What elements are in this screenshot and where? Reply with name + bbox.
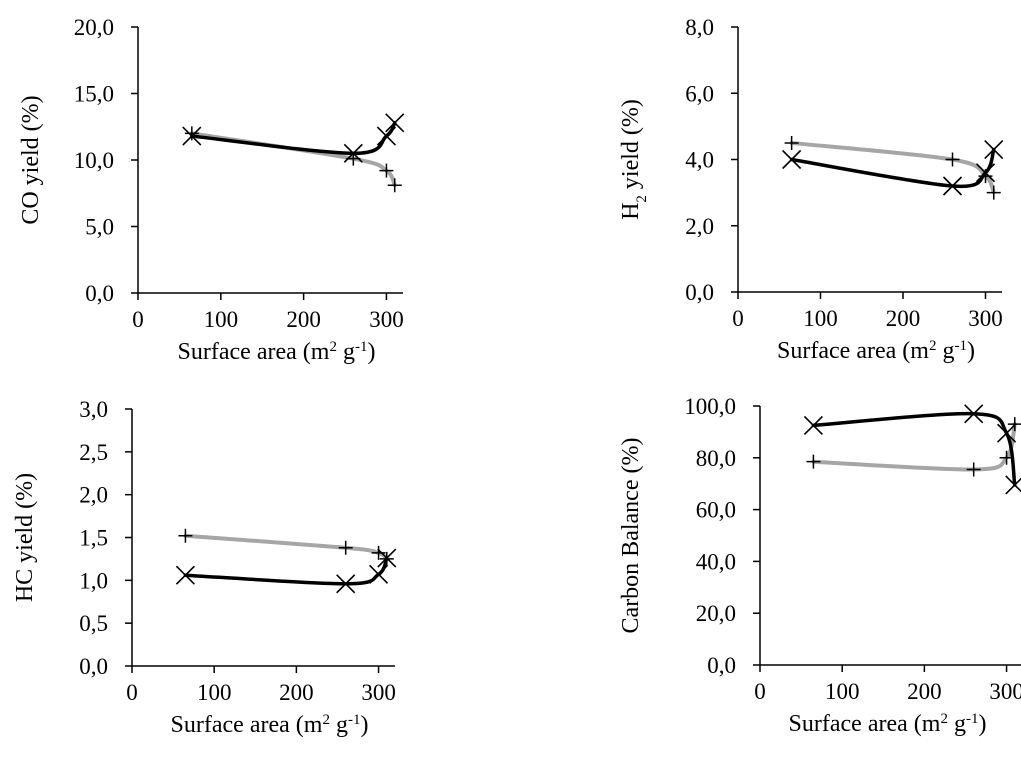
y-tick-label: 80,0 — [696, 446, 736, 471]
series-line-plus — [811, 422, 1017, 472]
y-tick-label: 5,0 — [85, 215, 114, 240]
y-tick-label: 0,0 — [685, 280, 714, 305]
chart-4: 0,0 20,0 40,0 60,0 80,0 100,0 0 100 200 300Surfac… — [618, 394, 1021, 737]
y-tick-label: 0,5 — [79, 611, 108, 636]
y-tick-label: 2,5 — [79, 440, 108, 465]
x-tick-label: 0 — [732, 306, 744, 331]
y-tick-label: 0,0 — [79, 654, 108, 679]
data-point-cross — [385, 113, 405, 133]
y-tick-label: 0,0 — [85, 281, 114, 306]
series-line-cross — [789, 147, 996, 189]
data-point-cross — [803, 415, 823, 435]
y-axis-label: H2 yield (%) — [618, 99, 650, 220]
y-tick-label: 1,0 — [79, 568, 108, 593]
x-tick-label: 0 — [126, 680, 138, 705]
chart-1: 0,0 5,0 10,0 15,0 20,0 0 100 200 300 Surface area… — [18, 15, 405, 365]
y-axis-label: CO yield (%) — [18, 95, 44, 224]
y-axis-label: Carbon Balance (%) — [618, 438, 644, 634]
y-tick-label: 2,0 — [79, 483, 108, 508]
data-point-plus — [184, 126, 199, 141]
data-point-plus — [978, 169, 993, 184]
chart-2: 0,0 2,0 4,0 6,0 8,0 0 100 200 300 Surface area (m… — [618, 15, 1004, 364]
data-point-plus — [999, 450, 1014, 465]
x-tick-label: 100 — [803, 306, 838, 331]
x-axis-label: Surface area (m2 g-1) — [777, 338, 975, 364]
data-point-cross — [175, 565, 195, 585]
data-point-plus — [784, 135, 799, 150]
y-tick-label: 20,0 — [696, 601, 736, 626]
data-point-plus — [178, 528, 193, 543]
data-point-plus — [338, 540, 353, 555]
data-point-cross — [377, 548, 397, 568]
data-point-cross — [376, 126, 397, 146]
x-tick-label: 200 — [907, 679, 942, 704]
series-line-plus — [789, 140, 996, 195]
y-axis-label: HC yield (%) — [12, 473, 38, 602]
y-tick-label: 100,0 — [684, 394, 736, 419]
y-tick-label: 4,0 — [685, 148, 714, 173]
y-tick-label: 1,5 — [79, 526, 108, 551]
y-tick-label: 8,0 — [685, 15, 714, 40]
y-tick-label: 0,0 — [707, 653, 736, 678]
chart-3: 0,0 0,5 1,0 1,5 2,0 2,5 3,0 0 100 200 300 Surface a… — [12, 397, 397, 738]
data-point-plus — [379, 163, 394, 178]
x-tick-label: 100 — [197, 680, 232, 705]
data-point-cross — [964, 404, 984, 424]
data-point-plus — [966, 462, 981, 477]
series-line-plus — [183, 533, 389, 561]
x-tick-label: 0 — [132, 307, 144, 332]
data-point-cross — [182, 126, 202, 146]
data-point-plus — [986, 185, 1001, 200]
x-tick-label: 300 — [369, 307, 404, 332]
data-point-cross — [996, 423, 1017, 443]
x-tick-label: 100 — [825, 679, 860, 704]
y-tick-label: 60,0 — [696, 498, 736, 523]
data-point-plus — [806, 454, 821, 469]
data-point-cross — [343, 143, 363, 163]
y-tick-label: 6,0 — [685, 81, 714, 106]
y-tick-label: 40,0 — [696, 549, 736, 574]
x-axis-label: Surface area (m2 g-1) — [171, 712, 369, 738]
series-line-cross — [190, 121, 397, 156]
x-axis-label: Surface area (m2 g-1) — [789, 711, 987, 737]
y-tick-label: 15,0 — [74, 82, 114, 107]
y-tick-label: 2,0 — [685, 214, 714, 239]
x-axis-label: Surface area (m2 g-1) — [178, 339, 376, 365]
data-point-plus — [945, 152, 960, 167]
y-tick-label: 20,0 — [74, 15, 114, 40]
x-tick-label: 300 — [989, 679, 1021, 704]
data-point-plus — [387, 178, 402, 193]
y-tick-label: 10,0 — [74, 148, 114, 173]
data-point-cross — [336, 574, 356, 594]
data-point-cross — [368, 564, 389, 584]
x-tick-label: 100 — [204, 307, 239, 332]
data-point-cross — [942, 176, 963, 196]
x-tick-label: 300 — [361, 680, 396, 705]
y-tick-label: 3,0 — [79, 397, 108, 422]
x-tick-label: 200 — [886, 306, 921, 331]
data-point-cross — [984, 139, 1004, 160]
data-point-cross — [782, 149, 802, 170]
x-tick-label: 300 — [968, 306, 1003, 331]
x-tick-label: 0 — [754, 679, 766, 704]
data-point-cross — [975, 163, 996, 183]
series-line-cross — [183, 556, 389, 586]
x-tick-label: 200 — [286, 307, 321, 332]
data-point-plus — [371, 545, 386, 560]
x-tick-label: 200 — [279, 680, 314, 705]
series-line-cross — [811, 411, 1017, 487]
